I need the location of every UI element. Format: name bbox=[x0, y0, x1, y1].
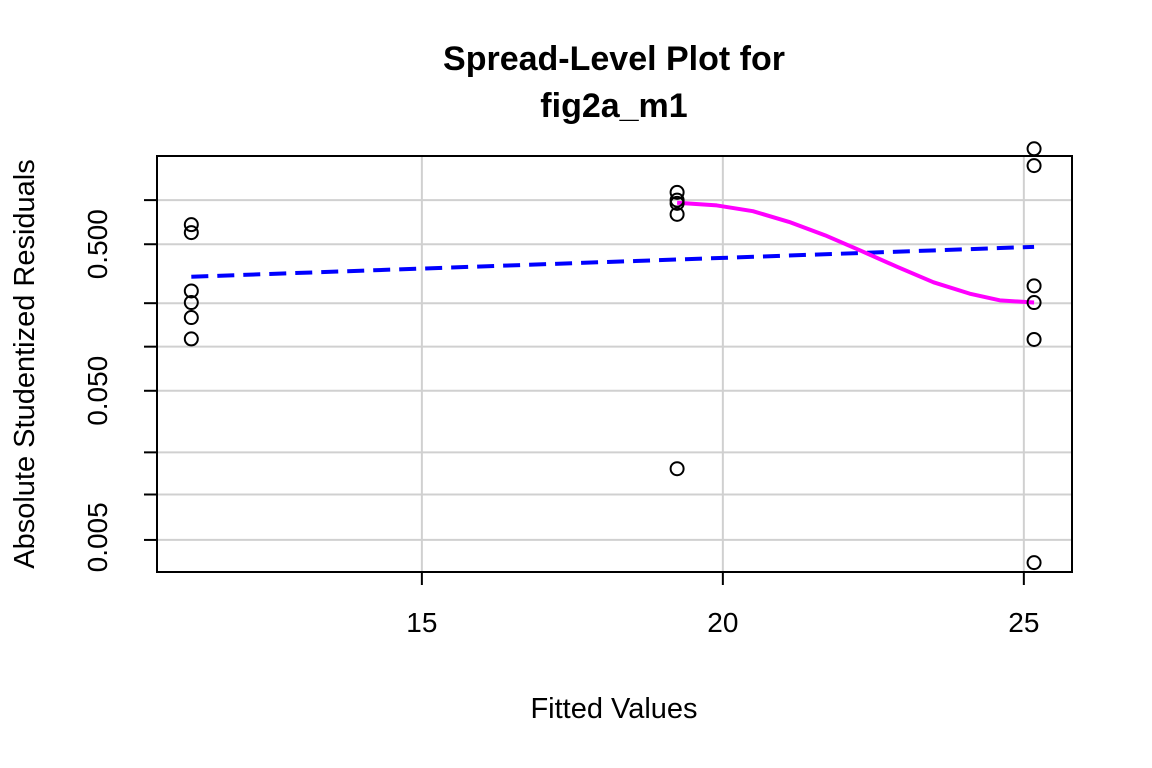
data-point-1 bbox=[183, 225, 199, 241]
chart-title-line-1: Spread-Level Plot for bbox=[443, 40, 785, 78]
fit-lines bbox=[191, 200, 1035, 305]
linear-fit-line bbox=[191, 244, 1035, 279]
data-point-15 bbox=[1026, 331, 1042, 347]
y-axis-label: Absolute Studentized Residuals bbox=[9, 159, 41, 568]
data-point-12 bbox=[1026, 158, 1042, 174]
smooth-fit-line bbox=[676, 200, 1035, 305]
y-tick-label-0: 0.005 bbox=[82, 502, 113, 572]
data-point-9 bbox=[669, 206, 685, 222]
x-axis-label: Fitted Values bbox=[530, 693, 697, 725]
x-tick-label-0: 15 bbox=[406, 607, 437, 638]
y-tick-label-1: 0.050 bbox=[82, 356, 113, 426]
data-point-14 bbox=[1026, 295, 1042, 311]
data-point-6 bbox=[669, 184, 685, 200]
data-point-3 bbox=[183, 295, 199, 311]
data-point-5 bbox=[183, 331, 199, 347]
data-points bbox=[183, 141, 1042, 571]
data-point-10 bbox=[669, 461, 685, 477]
data-point-2 bbox=[183, 283, 199, 299]
plot-frame bbox=[156, 155, 1073, 573]
data-point-13 bbox=[1026, 278, 1042, 294]
axes: 15 20 25 0.005 0.050 0.500 bbox=[82, 199, 1039, 638]
data-point-0 bbox=[183, 217, 199, 233]
chart-title-line-2: fig2a_m1 bbox=[540, 87, 687, 125]
y-tick-label-2: 0.500 bbox=[82, 209, 113, 279]
data-point-8 bbox=[669, 195, 685, 211]
data-point-16 bbox=[1026, 555, 1042, 571]
grid bbox=[157, 156, 1072, 572]
data-point-4 bbox=[183, 310, 199, 326]
x-tick-label-2: 25 bbox=[1008, 607, 1039, 638]
x-tick-label-1: 20 bbox=[707, 607, 738, 638]
